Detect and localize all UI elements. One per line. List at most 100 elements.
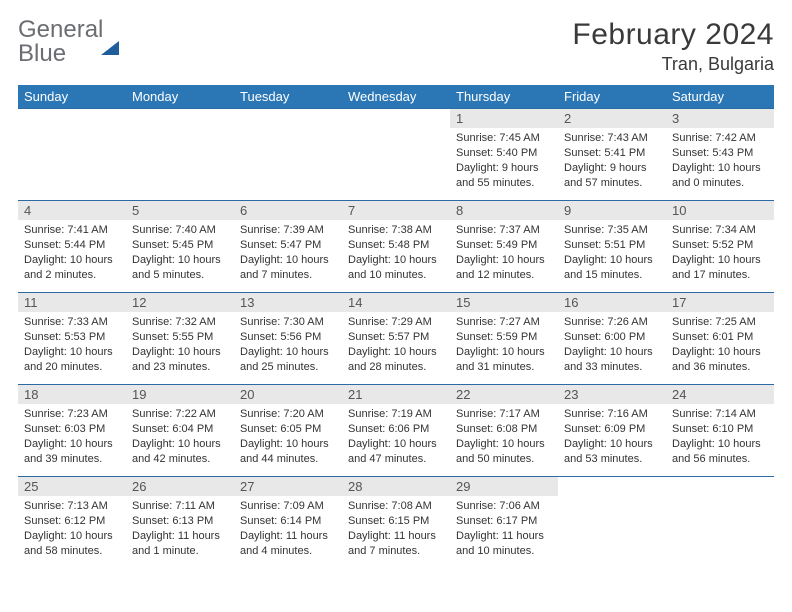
calendar-day-cell: 23Sunrise: 7:16 AMSunset: 6:09 PMDayligh… xyxy=(558,385,666,477)
calendar-body: 1Sunrise: 7:45 AMSunset: 5:40 PMDaylight… xyxy=(18,109,774,569)
location-label: Tran, Bulgaria xyxy=(572,54,774,75)
logo-text: General Blue xyxy=(18,18,119,66)
day-number: 7 xyxy=(342,201,450,220)
calendar-day-cell: 1Sunrise: 7:45 AMSunset: 5:40 PMDaylight… xyxy=(450,109,558,201)
calendar-day-cell: 14Sunrise: 7:29 AMSunset: 5:57 PMDayligh… xyxy=(342,293,450,385)
calendar-day-cell: 10Sunrise: 7:34 AMSunset: 5:52 PMDayligh… xyxy=(666,201,774,293)
day-number: 21 xyxy=(342,385,450,404)
calendar-table: SundayMondayTuesdayWednesdayThursdayFrid… xyxy=(18,85,774,569)
title-block: February 2024 Tran, Bulgaria xyxy=(572,18,774,75)
calendar-day-cell: 6Sunrise: 7:39 AMSunset: 5:47 PMDaylight… xyxy=(234,201,342,293)
day-details: Sunrise: 7:34 AMSunset: 5:52 PMDaylight:… xyxy=(666,220,774,286)
day-details: Sunrise: 7:43 AMSunset: 5:41 PMDaylight:… xyxy=(558,128,666,194)
calendar-day-cell: 11Sunrise: 7:33 AMSunset: 5:53 PMDayligh… xyxy=(18,293,126,385)
calendar-day-cell: 13Sunrise: 7:30 AMSunset: 5:56 PMDayligh… xyxy=(234,293,342,385)
calendar-week-row: 25Sunrise: 7:13 AMSunset: 6:12 PMDayligh… xyxy=(18,477,774,569)
calendar-day-cell: 12Sunrise: 7:32 AMSunset: 5:55 PMDayligh… xyxy=(126,293,234,385)
day-details: Sunrise: 7:06 AMSunset: 6:17 PMDaylight:… xyxy=(450,496,558,562)
day-number: 14 xyxy=(342,293,450,312)
day-details: Sunrise: 7:35 AMSunset: 5:51 PMDaylight:… xyxy=(558,220,666,286)
day-number: 18 xyxy=(18,385,126,404)
calendar-day-cell: 15Sunrise: 7:27 AMSunset: 5:59 PMDayligh… xyxy=(450,293,558,385)
day-details: Sunrise: 7:23 AMSunset: 6:03 PMDaylight:… xyxy=(18,404,126,470)
weekday-header: Sunday xyxy=(18,85,126,109)
calendar-day-cell: 26Sunrise: 7:11 AMSunset: 6:13 PMDayligh… xyxy=(126,477,234,569)
calendar-day-cell xyxy=(234,109,342,201)
weekday-header: Saturday xyxy=(666,85,774,109)
calendar-day-cell: 18Sunrise: 7:23 AMSunset: 6:03 PMDayligh… xyxy=(18,385,126,477)
day-number: 17 xyxy=(666,293,774,312)
calendar-day-cell: 8Sunrise: 7:37 AMSunset: 5:49 PMDaylight… xyxy=(450,201,558,293)
day-details: Sunrise: 7:11 AMSunset: 6:13 PMDaylight:… xyxy=(126,496,234,562)
day-number: 1 xyxy=(450,109,558,128)
calendar-day-cell: 25Sunrise: 7:13 AMSunset: 6:12 PMDayligh… xyxy=(18,477,126,569)
calendar-day-cell: 21Sunrise: 7:19 AMSunset: 6:06 PMDayligh… xyxy=(342,385,450,477)
calendar-day-cell xyxy=(18,109,126,201)
day-number: 23 xyxy=(558,385,666,404)
calendar-week-row: 11Sunrise: 7:33 AMSunset: 5:53 PMDayligh… xyxy=(18,293,774,385)
day-number: 22 xyxy=(450,385,558,404)
calendar-week-row: 4Sunrise: 7:41 AMSunset: 5:44 PMDaylight… xyxy=(18,201,774,293)
calendar-day-cell xyxy=(126,109,234,201)
day-number: 10 xyxy=(666,201,774,220)
day-number: 4 xyxy=(18,201,126,220)
calendar-day-cell: 19Sunrise: 7:22 AMSunset: 6:04 PMDayligh… xyxy=(126,385,234,477)
day-details: Sunrise: 7:38 AMSunset: 5:48 PMDaylight:… xyxy=(342,220,450,286)
calendar-day-cell xyxy=(342,109,450,201)
day-details: Sunrise: 7:30 AMSunset: 5:56 PMDaylight:… xyxy=(234,312,342,378)
calendar-day-cell: 5Sunrise: 7:40 AMSunset: 5:45 PMDaylight… xyxy=(126,201,234,293)
weekday-header: Thursday xyxy=(450,85,558,109)
day-number: 8 xyxy=(450,201,558,220)
day-details: Sunrise: 7:16 AMSunset: 6:09 PMDaylight:… xyxy=(558,404,666,470)
day-details: Sunrise: 7:37 AMSunset: 5:49 PMDaylight:… xyxy=(450,220,558,286)
calendar-day-cell: 20Sunrise: 7:20 AMSunset: 6:05 PMDayligh… xyxy=(234,385,342,477)
day-details: Sunrise: 7:09 AMSunset: 6:14 PMDaylight:… xyxy=(234,496,342,562)
weekday-header: Monday xyxy=(126,85,234,109)
day-number: 11 xyxy=(18,293,126,312)
day-number: 25 xyxy=(18,477,126,496)
day-number: 15 xyxy=(450,293,558,312)
day-number: 28 xyxy=(342,477,450,496)
day-number: 13 xyxy=(234,293,342,312)
day-details: Sunrise: 7:13 AMSunset: 6:12 PMDaylight:… xyxy=(18,496,126,562)
day-number: 16 xyxy=(558,293,666,312)
calendar-day-cell: 16Sunrise: 7:26 AMSunset: 6:00 PMDayligh… xyxy=(558,293,666,385)
day-details: Sunrise: 7:41 AMSunset: 5:44 PMDaylight:… xyxy=(18,220,126,286)
calendar-day-cell: 3Sunrise: 7:42 AMSunset: 5:43 PMDaylight… xyxy=(666,109,774,201)
calendar-header-row: SundayMondayTuesdayWednesdayThursdayFrid… xyxy=(18,85,774,109)
day-details: Sunrise: 7:19 AMSunset: 6:06 PMDaylight:… xyxy=(342,404,450,470)
day-number: 5 xyxy=(126,201,234,220)
day-details: Sunrise: 7:25 AMSunset: 6:01 PMDaylight:… xyxy=(666,312,774,378)
day-details: Sunrise: 7:40 AMSunset: 5:45 PMDaylight:… xyxy=(126,220,234,286)
day-number: 9 xyxy=(558,201,666,220)
calendar-day-cell xyxy=(666,477,774,569)
weekday-header: Tuesday xyxy=(234,85,342,109)
page-header: General Blue February 2024 Tran, Bulgari… xyxy=(18,18,774,75)
weekday-header: Wednesday xyxy=(342,85,450,109)
day-number: 19 xyxy=(126,385,234,404)
day-details: Sunrise: 7:08 AMSunset: 6:15 PMDaylight:… xyxy=(342,496,450,562)
calendar-day-cell: 9Sunrise: 7:35 AMSunset: 5:51 PMDaylight… xyxy=(558,201,666,293)
brand-logo: General Blue xyxy=(18,18,119,66)
day-number: 27 xyxy=(234,477,342,496)
calendar-day-cell: 27Sunrise: 7:09 AMSunset: 6:14 PMDayligh… xyxy=(234,477,342,569)
day-details: Sunrise: 7:14 AMSunset: 6:10 PMDaylight:… xyxy=(666,404,774,470)
day-details: Sunrise: 7:32 AMSunset: 5:55 PMDaylight:… xyxy=(126,312,234,378)
logo-triangle-icon xyxy=(101,24,119,55)
day-number: 3 xyxy=(666,109,774,128)
day-number: 20 xyxy=(234,385,342,404)
day-details: Sunrise: 7:26 AMSunset: 6:00 PMDaylight:… xyxy=(558,312,666,378)
calendar-day-cell: 22Sunrise: 7:17 AMSunset: 6:08 PMDayligh… xyxy=(450,385,558,477)
day-number: 26 xyxy=(126,477,234,496)
calendar-day-cell: 28Sunrise: 7:08 AMSunset: 6:15 PMDayligh… xyxy=(342,477,450,569)
calendar-day-cell: 2Sunrise: 7:43 AMSunset: 5:41 PMDaylight… xyxy=(558,109,666,201)
day-number: 6 xyxy=(234,201,342,220)
day-number: 29 xyxy=(450,477,558,496)
day-number: 12 xyxy=(126,293,234,312)
day-details: Sunrise: 7:17 AMSunset: 6:08 PMDaylight:… xyxy=(450,404,558,470)
calendar-day-cell: 4Sunrise: 7:41 AMSunset: 5:44 PMDaylight… xyxy=(18,201,126,293)
calendar-day-cell: 17Sunrise: 7:25 AMSunset: 6:01 PMDayligh… xyxy=(666,293,774,385)
logo-word-1: General xyxy=(18,16,103,43)
page-title: February 2024 xyxy=(572,18,774,52)
calendar-day-cell: 24Sunrise: 7:14 AMSunset: 6:10 PMDayligh… xyxy=(666,385,774,477)
